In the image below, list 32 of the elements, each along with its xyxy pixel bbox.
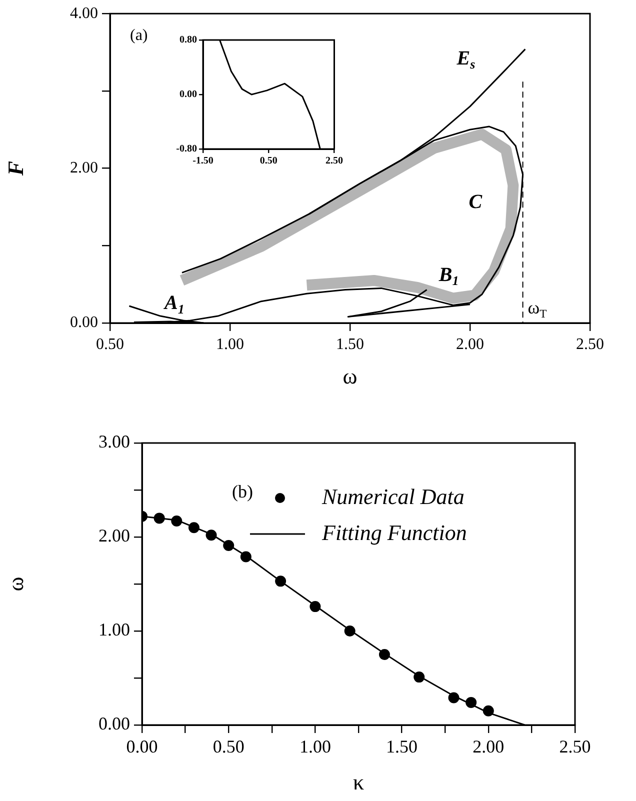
y-tick-label: 4.00 (70, 4, 98, 22)
y-tick-label: 0.00 (70, 314, 98, 332)
y-tick-label: 0.80 (180, 34, 197, 46)
y-axis-title: F (2, 160, 28, 177)
x-tick-label: 2.50 (559, 736, 591, 757)
x-tick-label: 2.50 (326, 156, 343, 167)
x-axis-title: κ (352, 770, 364, 795)
y-axis-title: ω (2, 576, 28, 592)
x-tick-label: 1.00 (216, 336, 244, 353)
y-tick-label: 1.00 (98, 620, 130, 640)
y-tick-label: 0.00 (98, 714, 130, 734)
x-tick-label: 1.50 (336, 336, 364, 353)
legend-label: Fitting Function (321, 520, 467, 545)
x-tick-label: 0.00 (126, 736, 158, 757)
y-tick-label: 2.00 (98, 526, 130, 546)
x-axis-title: ω (342, 364, 358, 389)
y-tick-label: 0.00 (180, 89, 197, 100)
x-tick-label: 2.50 (576, 336, 604, 353)
x-tick-label: 0.50 (260, 156, 278, 167)
y-tick-label: -0.80 (176, 144, 197, 155)
x-tick-label: 1.00 (299, 736, 331, 757)
x-tick-label: -1.50 (192, 156, 214, 167)
series-label: C (468, 191, 483, 214)
x-tick-label: 2.00 (472, 736, 504, 757)
annotation: (a) (130, 26, 148, 44)
legend-label: Numerical Data (321, 484, 464, 509)
x-tick-label: 0.50 (96, 336, 124, 353)
x-tick-label: 2.00 (456, 336, 484, 353)
x-tick-label: 1.50 (386, 736, 418, 757)
annotation: (b) (232, 482, 253, 502)
x-tick-label: 0.50 (212, 736, 244, 757)
y-tick-label: 3.00 (98, 432, 130, 452)
